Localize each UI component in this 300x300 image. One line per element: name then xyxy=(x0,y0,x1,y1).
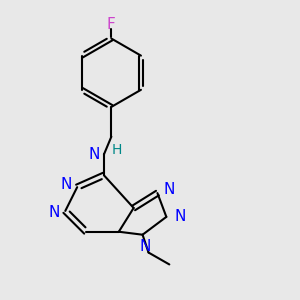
Text: F: F xyxy=(107,17,116,32)
Text: H: H xyxy=(111,143,122,157)
Text: N: N xyxy=(60,177,72,192)
Text: N: N xyxy=(175,209,186,224)
Text: N: N xyxy=(48,205,60,220)
Text: N: N xyxy=(140,239,151,254)
Text: N: N xyxy=(89,147,100,162)
Text: N: N xyxy=(163,182,174,197)
